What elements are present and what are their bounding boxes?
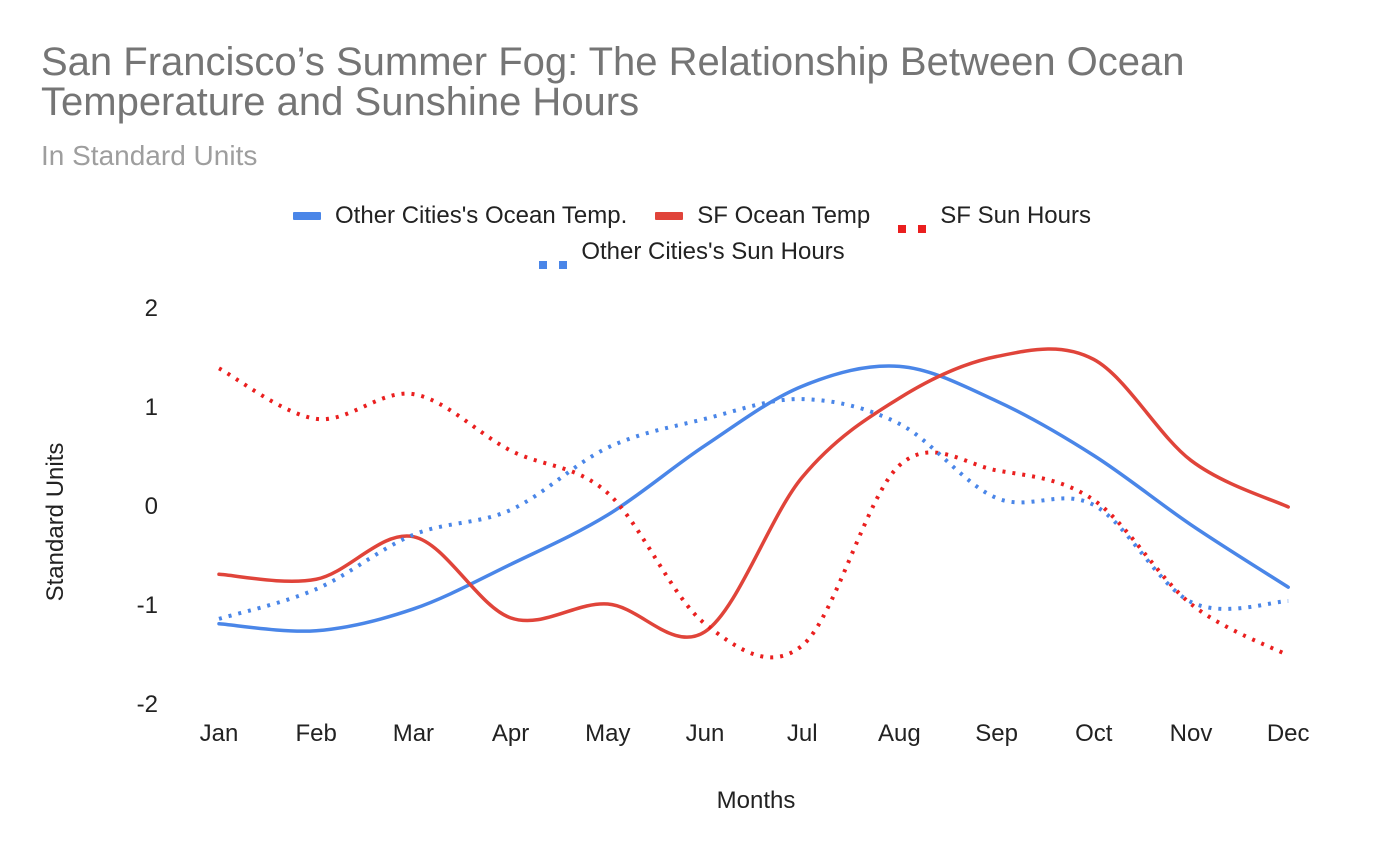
legend-item-other-sun-hours[interactable]: Other Cities's Sun Hours bbox=[539, 238, 845, 269]
series-sf-sun-hours-line[interactable] bbox=[218, 366, 1290, 660]
legend-item-other-ocean-temp[interactable]: Other Cities's Ocean Temp. bbox=[293, 202, 627, 230]
legend-swatch-other-sun-hours bbox=[539, 248, 568, 269]
legend-swatch-sf-ocean-temp bbox=[655, 212, 684, 220]
series-lines bbox=[217, 347, 1290, 660]
y-tick-label: 0 bbox=[145, 493, 158, 520]
y-axis-label: Standard Units bbox=[42, 443, 69, 602]
x-tick-label: Aug bbox=[878, 720, 921, 747]
y-tick-label: 2 bbox=[145, 295, 158, 322]
x-tick-label: Oct bbox=[1075, 720, 1113, 747]
legend-label-sf-sun-hours: SF Sun Hours bbox=[940, 202, 1091, 229]
x-tick-label: Sep bbox=[975, 720, 1018, 747]
x-tick-label: Nov bbox=[1170, 720, 1213, 747]
legend-item-sf-sun-hours[interactable]: SF Sun Hours bbox=[898, 202, 1091, 233]
x-axis-label: Months bbox=[717, 787, 796, 814]
x-tick-label: May bbox=[585, 720, 630, 747]
series-sf-ocean-temp-line[interactable] bbox=[217, 347, 1290, 639]
chart-title: San Francisco’s Summer Fog: The Relation… bbox=[41, 40, 1185, 124]
x-axis-ticks: Jan Feb Mar Apr May Jun Jul Aug Sep Oct Nov Dec bbox=[200, 720, 1310, 747]
legend-row-1: Other Cities's Ocean Temp. SF Ocean Temp… bbox=[0, 198, 1384, 234]
legend-swatch-other-ocean-temp bbox=[293, 212, 322, 220]
legend: Other Cities's Ocean Temp. SF Ocean Temp… bbox=[0, 198, 1384, 270]
legend-item-sf-ocean-temp[interactable]: SF Ocean Temp bbox=[655, 202, 870, 230]
x-tick-label: Jun bbox=[686, 720, 725, 747]
x-tick-label: Jan bbox=[200, 720, 239, 747]
y-axis-ticks: 2 1 0 -1 -2 bbox=[137, 295, 158, 718]
y-tick-label: -2 bbox=[137, 691, 158, 718]
legend-swatch-sf-sun-hours bbox=[898, 212, 927, 233]
legend-label-other-sun-hours: Other Cities's Sun Hours bbox=[581, 238, 845, 265]
x-tick-label: Mar bbox=[393, 720, 434, 747]
legend-label-sf-ocean-temp: SF Ocean Temp bbox=[697, 202, 871, 229]
series-other-ocean-temp-line[interactable] bbox=[217, 364, 1290, 633]
x-tick-label: Dec bbox=[1267, 720, 1310, 747]
chart-subtitle: In Standard Units bbox=[41, 140, 258, 171]
y-tick-label: 1 bbox=[145, 394, 158, 421]
legend-label-other-ocean-temp: Other Cities's Ocean Temp. bbox=[335, 202, 628, 229]
y-tick-label: -1 bbox=[137, 592, 158, 619]
series-other-sun-hours-line[interactable] bbox=[218, 397, 1289, 621]
x-tick-label: Apr bbox=[492, 720, 529, 747]
x-tick-label: Jul bbox=[787, 720, 818, 747]
legend-row-2: Other Cities's Sun Hours bbox=[0, 234, 1384, 270]
x-tick-label: Feb bbox=[296, 720, 337, 747]
